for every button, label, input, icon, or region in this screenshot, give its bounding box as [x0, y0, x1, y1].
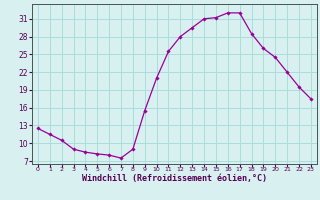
- X-axis label: Windchill (Refroidissement éolien,°C): Windchill (Refroidissement éolien,°C): [82, 174, 267, 183]
